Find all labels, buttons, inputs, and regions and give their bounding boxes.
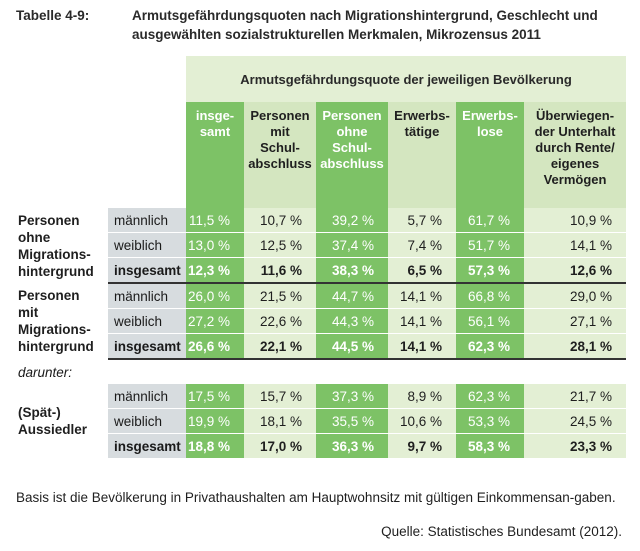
table-cell: 15,7 % [244, 384, 316, 409]
table-cell: 14,1 % [388, 333, 456, 360]
row-sublabel: insgesamt [108, 433, 186, 458]
data-table-wrapper: Armutsgefährdungsquote der jeweiligen Be… [16, 56, 627, 458]
table-cell: 5,7 % [388, 208, 456, 233]
table-cell: 26,0 % [186, 283, 244, 309]
table-cell: 62,3 % [456, 333, 524, 360]
table-cell: 23,3 % [524, 433, 627, 458]
header-spacer [16, 56, 186, 102]
header-spacer-2 [16, 102, 186, 208]
table-cell: 7,4 % [388, 232, 456, 258]
table-cell: 10,6 % [388, 408, 456, 434]
table-cell: 61,7 % [456, 208, 524, 233]
table-body: Armutsgefährdungsquote der jeweiligen Be… [16, 56, 627, 458]
table-cell: 17,5 % [186, 384, 244, 409]
table-caption: Armutsgefährdungsquoten nach Migrationsh… [132, 8, 598, 42]
table-row: insgesamt 18,8 % 17,0 % 36,3 % 9,7 % 58,3 % 23… [16, 433, 627, 458]
table-row: Personen ohne Migrations- hintergrund män… [16, 208, 627, 279]
table-row: weiblich 13,0 % 12,5 % 37,4 % 7,4 % 51,7 % 14,… [16, 232, 627, 258]
table-cell: 27,1 % [524, 308, 627, 334]
table-cell: 35,5 % [316, 408, 388, 434]
table-cell: 14,1 % [524, 232, 627, 258]
column-header: Personen ohne Schul- abschluss [316, 102, 388, 208]
table-cell: 57,3 % [456, 257, 524, 284]
table-cell: 9,7 % [388, 433, 456, 458]
group-label: Personen mit Migrations- hintergrund [18, 288, 94, 354]
poverty-rate-table: Armutsgefährdungsquote der jeweiligen Be… [16, 56, 627, 458]
row-sublabel: insgesamt [108, 333, 186, 360]
row-sublabel: männlich [108, 384, 186, 409]
table-cell: 58,3 % [456, 433, 524, 458]
super-header-row: Armutsgefährdungsquote der jeweiligen Be… [16, 56, 627, 102]
group-label: Personen ohne Migrations- hintergrund [18, 212, 94, 279]
row-sublabel: weiblich [108, 308, 186, 334]
darunter-label: darunter: [18, 364, 73, 380]
table-row: insgesamt 26,6 % 22,1 % 44,5 % 14,1 % 62,3 % 2… [16, 333, 627, 360]
table-row: weiblich 27,2 % 22,6 % 44,3 % 14,1 % 56,1 % 27… [16, 308, 627, 334]
column-header: Personen mit Schul- abschluss [244, 102, 316, 208]
column-header: Erwerbs- tätige [388, 102, 456, 208]
table-cell: 44,3 % [316, 308, 388, 334]
table-cell: 24,5 % [524, 408, 627, 434]
table-cell: 6,5 % [388, 257, 456, 284]
table-cell: 19,9 % [186, 408, 244, 434]
table-cell: 27,2 % [186, 308, 244, 334]
darunter-row: darunter: [16, 359, 626, 384]
table-cell: 17,0 % [244, 433, 316, 458]
row-sublabel: männlich [108, 283, 186, 309]
table-cell: 12,5 % [244, 232, 316, 258]
table-row: (Spät-) Aussiedler männlich 17,5 % 15,7 % 37… [16, 384, 627, 437]
table-cell: 12,3 % [186, 257, 244, 284]
table-cell: 21,5 % [244, 283, 316, 309]
table-cell: 14,1 % [388, 283, 456, 309]
table-cell: 44,7 % [316, 283, 388, 309]
table-cell: 11,6 % [244, 257, 316, 284]
row-sublabel: insgesamt [108, 257, 186, 284]
table-cell: 66,8 % [456, 283, 524, 309]
table-cell: 13,0 % [186, 232, 244, 258]
table-cell: 53,3 % [456, 408, 524, 434]
row-sublabel: männlich [108, 208, 186, 233]
super-header: Armutsgefährdungsquote der jeweiligen Be… [186, 56, 627, 102]
table-row: Personen mit Migrations- hintergrund männ… [16, 283, 627, 354]
table-cell: 36,3 % [316, 433, 388, 458]
table-cell: 22,1 % [244, 333, 316, 360]
table-cell: 11,5 % [186, 208, 244, 233]
table-cell: 62,3 % [456, 384, 524, 409]
group-label: (Spät-) Aussiedler [18, 405, 88, 437]
table-cell: 29,0 % [524, 283, 627, 309]
table-cell: 37,3 % [316, 384, 388, 409]
column-header-row: insge- samt Personen mit Schul- abschluss… [16, 102, 627, 208]
column-header: Überwiegen- der Unterhalt durch Rente/ e… [524, 102, 627, 208]
table-cell: 18,8 % [186, 433, 244, 458]
table-cell: 28,1 % [524, 333, 627, 360]
footnote: Basis ist die Bevölkerung in Privathaush… [16, 490, 616, 505]
column-header: Erwerbs- lose [456, 102, 524, 208]
table-cell: 12,6 % [524, 257, 627, 284]
table-cell: 8,9 % [388, 384, 456, 409]
row-sublabel: weiblich [108, 232, 186, 258]
table-cell: 39,2 % [316, 208, 388, 233]
table-cell: 18,1 % [244, 408, 316, 434]
table-cell: 10,9 % [524, 208, 627, 233]
table-cell: 51,7 % [456, 232, 524, 258]
source-note: Quelle: Statistisches Bundesamt (2012). [381, 524, 622, 539]
table-cell: 44,5 % [316, 333, 388, 360]
table-row: weiblich 19,9 % 18,1 % 35,5 % 10,6 % 53,3 % 24… [16, 408, 627, 434]
table-cell: 37,4 % [316, 232, 388, 258]
table-cell: 21,7 % [524, 384, 627, 409]
table-cell: 56,1 % [456, 308, 524, 334]
table-cell: 38,3 % [316, 257, 388, 284]
column-header: insge- samt [186, 102, 244, 208]
table-number: Tabelle 4-9: [16, 8, 90, 23]
table-cell: 22,6 % [244, 308, 316, 334]
table-row: insgesamt 12,3 % 11,6 % 38,3 % 6,5 % 57,3 % 12… [16, 257, 627, 284]
row-sublabel: weiblich [108, 408, 186, 434]
table-cell: 10,7 % [244, 208, 316, 233]
table-cell: 26,6 % [186, 333, 244, 360]
table-cell: 14,1 % [388, 308, 456, 334]
